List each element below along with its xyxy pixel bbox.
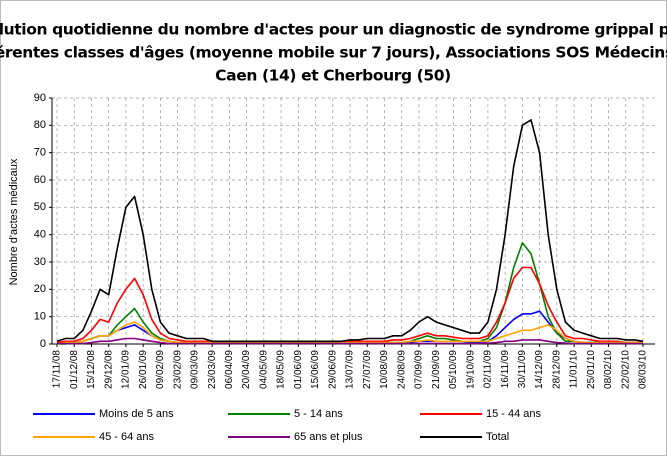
- x-tick-label: 23/02/09: [172, 350, 183, 389]
- chart-title: différentes classes d'âges (moyenne mobi…: [0, 44, 667, 62]
- y-tick-label: 10: [34, 311, 46, 323]
- x-tick-label: 19/10/09: [465, 350, 476, 389]
- x-tick-label: 30/11/09: [517, 350, 528, 389]
- series-line: [56, 119, 644, 343]
- chart-title: Caen (14) et Cherbourg (50): [215, 67, 451, 85]
- legend-label: 65 ans et plus: [294, 431, 363, 443]
- y-tick-label: 90: [34, 92, 46, 104]
- x-tick-label: 23/03/09: [207, 350, 218, 389]
- series-line: [56, 321, 643, 345]
- x-tick-label: 13/07/09: [345, 350, 356, 389]
- y-tick-label: 70: [34, 147, 46, 159]
- x-tick-label: 08/03/10: [638, 350, 649, 389]
- x-tick-label: 09/03/09: [190, 350, 201, 389]
- legend-label: 5 - 14 ans: [294, 408, 343, 420]
- y-axis-label: Nombre d'actes médicaux: [8, 158, 20, 285]
- legend-label: 15 - 44 ans: [486, 408, 542, 420]
- x-tick-label: 09/02/09: [155, 350, 166, 389]
- y-tick-label: 80: [34, 119, 46, 131]
- x-tick-label: 04/05/09: [258, 350, 269, 389]
- x-tick-label: 11/01/10: [569, 350, 580, 389]
- x-tick-label: 01/12/08: [69, 350, 80, 389]
- x-tick-label: 24/08/09: [396, 350, 407, 389]
- x-tick-label: 26/01/09: [138, 350, 149, 389]
- y-tick-label: 20: [34, 283, 46, 295]
- x-tick-label: 21/09/09: [431, 350, 442, 389]
- x-tick-label: 25/01/10: [586, 350, 597, 389]
- x-tick-label: 18/05/09: [276, 350, 287, 389]
- series-line: [56, 266, 643, 344]
- x-tick-label: 14/12/09: [534, 350, 545, 389]
- x-tick-label: 15/12/08: [86, 350, 97, 389]
- x-tick-label: 20/04/09: [241, 350, 252, 389]
- x-tick-label: 02/11/09: [483, 350, 494, 389]
- x-tick-label: 28/12/09: [551, 350, 562, 389]
- x-tick-label: 17/11/08: [52, 350, 63, 389]
- series-line: [57, 337, 643, 345]
- legend-label: Moins de 5 ans: [99, 408, 174, 420]
- x-tick-label: 05/10/09: [448, 350, 459, 389]
- y-tick-label: 60: [34, 174, 46, 186]
- x-tick-label: 07/09/09: [414, 350, 425, 389]
- x-tick-label: 01/06/09: [293, 350, 304, 389]
- x-tick-label: 06/04/09: [224, 350, 235, 389]
- x-tick-label: 27/07/09: [362, 350, 373, 389]
- y-tick-label: 30: [34, 256, 46, 268]
- x-tick-label: 16/11/09: [500, 350, 511, 389]
- x-tick-label: 08/02/10: [603, 350, 614, 389]
- x-tick-label: 15/06/09: [310, 350, 321, 389]
- legend-label: 45 - 64 ans: [99, 431, 155, 443]
- chart-title: Evolution quotidienne du nombre d'actes …: [0, 21, 667, 39]
- y-tick-label: 50: [34, 201, 46, 213]
- x-tick-label: 29/12/08: [103, 350, 114, 389]
- x-tick-label: 29/06/09: [327, 350, 338, 389]
- x-tick-label: 22/02/10: [620, 350, 631, 389]
- x-tick-label: 12/01/09: [121, 350, 132, 389]
- legend-label: Total: [486, 431, 509, 443]
- y-tick-label: 0: [40, 338, 46, 350]
- x-tick-label: 10/08/09: [379, 350, 390, 389]
- y-tick-label: 40: [34, 229, 46, 241]
